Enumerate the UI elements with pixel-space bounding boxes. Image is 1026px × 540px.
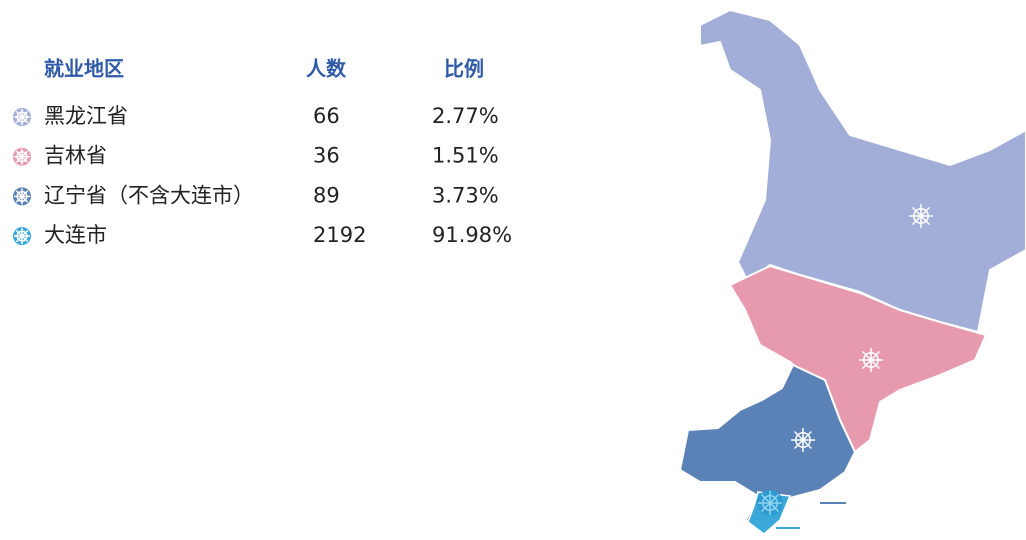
icon-spoke bbox=[760, 502, 771, 513]
icon-spoke bbox=[793, 430, 804, 441]
icon-spoke bbox=[21, 195, 29, 203]
icon-spoke bbox=[911, 206, 922, 217]
wheel-icon bbox=[13, 108, 31, 126]
icon-spoke bbox=[15, 235, 23, 243]
icon-spoke bbox=[870, 359, 881, 370]
icon-spoke bbox=[21, 156, 29, 163]
icon-spoke bbox=[21, 110, 29, 118]
icon-spoke bbox=[15, 110, 23, 118]
icon-spoke bbox=[21, 229, 29, 237]
icon-spoke bbox=[802, 439, 813, 450]
wheel-icon bbox=[13, 187, 31, 206]
table-cell: 91.98% bbox=[432, 223, 512, 247]
table-cell: 66 bbox=[313, 104, 340, 128]
table-cell: 36 bbox=[313, 144, 340, 168]
icon-spoke bbox=[870, 350, 881, 361]
icon-spoke bbox=[21, 190, 29, 197]
wheel-icon bbox=[13, 147, 31, 166]
table-cell: 辽宁省（不含大连市） bbox=[44, 183, 254, 207]
map-icons bbox=[757, 204, 933, 516]
column-header: 人数 bbox=[306, 57, 347, 81]
icon-spoke bbox=[861, 350, 872, 361]
table-cell: 吉林省 bbox=[44, 144, 107, 168]
table-cell: 黑龙江省 bbox=[44, 104, 128, 128]
wheel-icon bbox=[757, 490, 783, 516]
wheel-icon bbox=[791, 428, 815, 452]
icon-spoke bbox=[21, 235, 29, 243]
table-cell: 2.77% bbox=[432, 104, 499, 128]
icon-spoke bbox=[802, 430, 813, 441]
column-header: 比例 bbox=[444, 57, 484, 81]
icon-spoke bbox=[920, 206, 931, 217]
icon-spoke bbox=[15, 156, 23, 163]
table-cell: 3.73% bbox=[432, 183, 499, 207]
icon-spoke bbox=[861, 359, 872, 370]
icon-spoke bbox=[760, 493, 771, 504]
icon-spoke bbox=[15, 229, 23, 237]
column-header: 就业地区 bbox=[44, 57, 124, 81]
table-cell: 1.51% bbox=[432, 144, 499, 168]
icon-spoke bbox=[15, 190, 23, 197]
icon-spoke bbox=[769, 502, 780, 513]
icon-spoke bbox=[15, 116, 23, 124]
table-cell: 89 bbox=[313, 183, 340, 207]
icon-spoke bbox=[769, 493, 780, 504]
icon-spoke bbox=[15, 195, 23, 203]
liaoning-region bbox=[678, 363, 857, 537]
map bbox=[678, 8, 1026, 537]
icon-spoke bbox=[21, 116, 29, 124]
icon-spoke bbox=[15, 150, 23, 158]
table-cell: 2192 bbox=[313, 223, 366, 247]
icon-spoke bbox=[21, 150, 29, 158]
icon-spoke bbox=[793, 439, 804, 450]
wheel-icon bbox=[909, 204, 933, 228]
icon-spoke bbox=[920, 215, 931, 226]
table-cell: 大连市 bbox=[44, 223, 107, 247]
wheel-icon bbox=[13, 227, 31, 246]
icon-spoke bbox=[911, 215, 922, 226]
jilin-region bbox=[728, 264, 988, 454]
wheel-icon bbox=[859, 348, 883, 372]
